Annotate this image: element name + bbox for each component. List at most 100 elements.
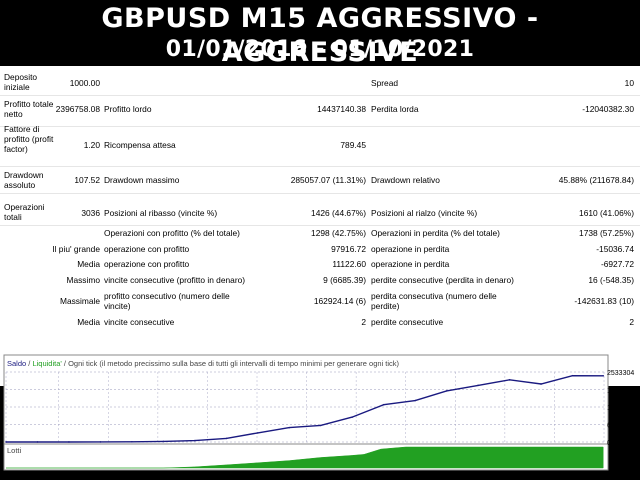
y-tick-label: 0 — [607, 440, 611, 447]
perdita-lorda-label: Perdita lorda — [371, 104, 419, 114]
balance-point — [508, 379, 511, 381]
media2-loss-label: perdite consecutive — [371, 317, 444, 327]
chart-legend: Saldo / Liquidita' / Ogni tick (il metod… — [7, 359, 400, 368]
dd-massimo-label: Drawdown massimo — [104, 175, 180, 185]
x-tick-label: 1024 — [200, 473, 215, 480]
balance-point — [382, 403, 385, 406]
x-tick-label: 898 — [177, 473, 189, 480]
x-tick-label: 394 — [78, 473, 90, 480]
lots-series — [6, 446, 604, 469]
balance-y-ticks: 2533304 1899978 1266652 633326 0 — [607, 370, 634, 447]
x-tick-label: 2536 — [497, 473, 512, 480]
balance-point — [194, 439, 196, 442]
x-tick-label: 2410 — [473, 473, 488, 480]
grande-label: Il piu' grande — [52, 244, 100, 254]
balance-point — [288, 426, 291, 429]
x-tick-label: 2158 — [423, 473, 438, 480]
banner: GBPUSD M15 AGGRESSIVO - AGGRESSIVE 01/01… — [0, 0, 640, 68]
lots-label: Lotti — [7, 446, 22, 455]
y-tick-label: 2533304 — [607, 370, 634, 377]
ricompensa-value: 789.45 — [340, 140, 366, 150]
x-tick-label: 2788 — [547, 473, 562, 480]
profitto-lordo-label: Profitto lordo — [104, 104, 152, 114]
balance-point — [5, 441, 7, 443]
x-tick-label: 520 — [103, 473, 115, 480]
massimale-loss-value: -142631.83 (10) — [574, 296, 634, 306]
balance-point — [540, 383, 542, 385]
profitto-netto-value: 2396758.08 — [55, 104, 100, 114]
fattore-value: 1.20 — [83, 140, 100, 150]
dd-assoluto-label: Drawdown assoluto — [4, 170, 44, 190]
balance-point — [445, 390, 448, 392]
ricompensa-label: Ricompensa attesa — [104, 140, 176, 150]
dd-assoluto-value: 107.52 — [74, 175, 100, 185]
profitto-netto-label: Profitto totale netto — [4, 99, 54, 119]
op-perdita-label: Operazioni in perdita (% del totale) — [371, 228, 500, 238]
x-axis-ticks: 0 142 268 394 520 646 772 898 1024 1150 1276 1402 15… — [4, 473, 612, 480]
ribasso-value: 1426 (44.67%) — [311, 208, 366, 218]
banner-dates: 01/01/2016 - 01/10/2021 — [165, 37, 475, 62]
media2-win-value: 2 — [361, 317, 366, 327]
y-tick-label: 1899978 — [607, 388, 634, 395]
media-profit-label: operazione con profitto — [104, 259, 190, 269]
massimo-loss-value: 16 (-548.35) — [588, 275, 634, 285]
x-tick-label: 3040 — [596, 473, 611, 480]
balance-point — [162, 440, 165, 443]
rialzo-value: 1610 (41.06%) — [579, 208, 634, 218]
x-tick-label: 1906 — [373, 473, 388, 480]
x-tick-label: 268 — [53, 473, 65, 480]
balance-line — [6, 374, 604, 443]
media2-loss-value: 2 — [629, 317, 634, 327]
op-profitto-value: 1298 (42.75%) — [311, 228, 366, 238]
media-profit-value: 11122.60 — [332, 259, 366, 269]
balance-point — [256, 432, 259, 434]
balance-point — [571, 374, 574, 377]
dd-relativo-label: Drawdown relativo — [371, 175, 440, 185]
balance-point — [319, 424, 322, 427]
media-loss-label: operazione in perdita — [371, 259, 450, 269]
balance-point — [225, 437, 228, 440]
x-tick-label: 646 — [127, 473, 139, 480]
operazioni-value: 3036 — [81, 208, 100, 218]
fattore-label: Fattore di profitto (profit factor) — [4, 124, 54, 154]
balance-series — [5, 374, 605, 443]
grande-loss-label: operazione in perdita — [371, 244, 450, 254]
balance-point — [36, 441, 39, 443]
balance-point — [477, 384, 479, 387]
media2-label: Media — [77, 317, 100, 327]
balance-point — [99, 441, 102, 443]
op-profitto-label: Operazioni con profitto (% del totale) — [104, 228, 240, 238]
x-tick-label: 0 — [4, 473, 8, 480]
massimale-win-label: profitto consecutivo (numero delle vinci… — [104, 291, 230, 311]
operazioni-label: Operazioni totali — [4, 202, 45, 222]
op-perdita-value: 1738 (57.25%) — [579, 228, 634, 238]
report-table: Deposito iniziale 1000.00 Spread 10 Prof… — [0, 66, 640, 386]
balance-point — [131, 440, 133, 443]
profitto-lordo-value: 14437140.38 — [317, 104, 366, 114]
massimale-win-value: 162924.14 (6) — [313, 296, 366, 306]
spread-value: 10 — [624, 78, 634, 88]
x-tick-label: 1654 — [324, 473, 339, 480]
balance-point — [414, 399, 416, 402]
balance-point — [351, 416, 354, 418]
banner-title: GBPUSD M15 AGGRESSIVO - AGGRESSIVE — [101, 3, 539, 68]
x-tick-label: 2032 — [398, 473, 413, 480]
legend-saldo: Saldo / Liquidita' / Ogni tick (il metod… — [7, 359, 400, 368]
x-tick-label: 2914 — [572, 473, 587, 480]
x-tick-label: 2284 — [448, 473, 463, 480]
x-tick-label: 1402 — [274, 473, 289, 480]
grande-profit-value: 97916.72 — [331, 244, 366, 254]
massimo-loss-label: perdite consecutive (perdita in denaro) — [371, 275, 514, 285]
x-tick-label: 1780 — [349, 473, 364, 480]
grande-profit-label: operazione con profitto — [104, 244, 190, 254]
balance-point — [68, 441, 70, 443]
dd-relativo-value: 45.88% (211678.84) — [558, 175, 634, 185]
lots-area — [6, 446, 604, 469]
y-tick-label: 633326 — [607, 423, 630, 430]
media-loss-value: -6927.72 — [600, 259, 634, 269]
balance-point — [602, 374, 605, 377]
massimo-win-value: 9 (6685.39) — [323, 275, 366, 285]
x-tick-label: 1528 — [299, 473, 314, 480]
massimale-loss-label: perdita consecutiva (numero delle perdit… — [371, 291, 497, 311]
spread-label: Spread — [371, 78, 399, 88]
